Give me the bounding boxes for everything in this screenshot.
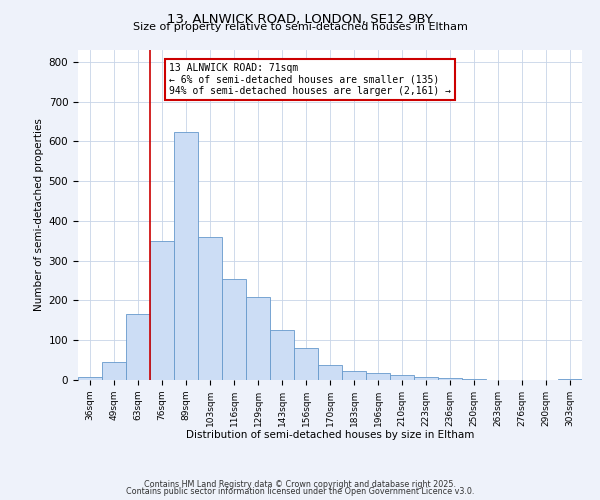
Bar — [102, 362, 126, 380]
X-axis label: Distribution of semi-detached houses by size in Eltham: Distribution of semi-detached houses by … — [186, 430, 474, 440]
Text: Size of property relative to semi-detached houses in Eltham: Size of property relative to semi-detach… — [133, 22, 467, 32]
Bar — [438, 378, 462, 380]
Text: Contains public sector information licensed under the Open Government Licence v3: Contains public sector information licen… — [126, 488, 474, 496]
Y-axis label: Number of semi-detached properties: Number of semi-detached properties — [34, 118, 44, 312]
Bar — [126, 314, 150, 380]
Bar — [174, 132, 198, 380]
Bar — [366, 373, 390, 380]
Bar — [294, 348, 318, 380]
Text: 13, ALNWICK ROAD, LONDON, SE12 9BY: 13, ALNWICK ROAD, LONDON, SE12 9BY — [167, 12, 433, 26]
Bar — [150, 241, 174, 380]
Bar — [342, 372, 366, 380]
Bar — [318, 365, 342, 380]
Bar — [246, 296, 270, 380]
Bar — [558, 379, 582, 380]
Text: 13 ALNWICK ROAD: 71sqm
← 6% of semi-detached houses are smaller (135)
94% of sem: 13 ALNWICK ROAD: 71sqm ← 6% of semi-deta… — [169, 63, 451, 96]
Bar — [222, 278, 246, 380]
Text: Contains HM Land Registry data © Crown copyright and database right 2025.: Contains HM Land Registry data © Crown c… — [144, 480, 456, 489]
Bar — [78, 377, 102, 380]
Bar — [270, 330, 294, 380]
Bar — [198, 237, 222, 380]
Bar — [390, 375, 414, 380]
Bar — [414, 377, 438, 380]
Bar — [462, 379, 486, 380]
